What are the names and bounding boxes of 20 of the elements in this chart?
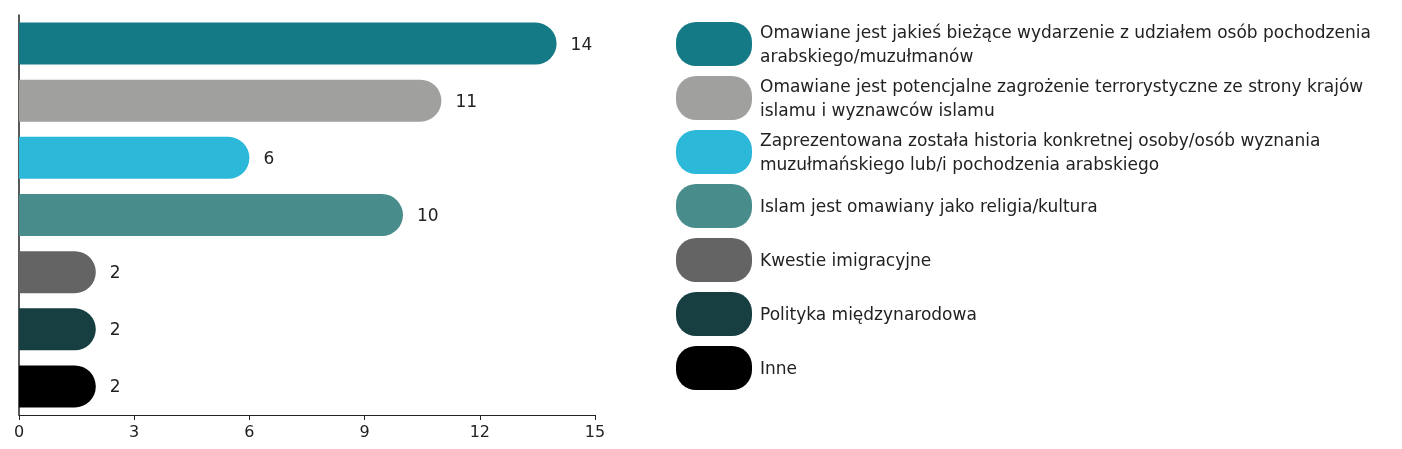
text: Polityka międzynarodowa (760, 303, 977, 326)
x-tick-label: 0 (13, 421, 25, 441)
x-tick-label: 6 (244, 421, 255, 441)
x-tick-label: 3 (129, 421, 140, 441)
x-tick-label: 12 (469, 421, 490, 441)
text: Kwestie imigracyjne (760, 249, 932, 272)
data-label: 14 (570, 33, 593, 54)
text: Omawiane jest potencjalne zagrożenie terrorystyczne ze strony krajów islamu i wyznawców islamu (760, 75, 1365, 122)
x-tick-label: 9 (359, 421, 370, 441)
text: Zaprezentowana została historia konkretnej osoby/osób wyznania muzułmańskiego lub/i pochodzenia arabskiego (760, 129, 1322, 176)
text: Inne (760, 357, 798, 380)
data-label: 2 (109, 262, 121, 283)
x-tick-label: 15 (584, 421, 606, 441)
text: Islam jest omawiany jako religia/kultura (760, 195, 1098, 218)
data-label: 10 (417, 205, 439, 225)
data-label: 6 (263, 147, 275, 168)
data-label: 2 (109, 376, 121, 397)
text: Omawiane jest jakieś bieżące wydarzenie z udziałem osób pochodzenia arabskiego/muzułmanów (760, 21, 1372, 68)
data-label: 11 (455, 90, 478, 111)
data-label: 2 (109, 319, 121, 340)
